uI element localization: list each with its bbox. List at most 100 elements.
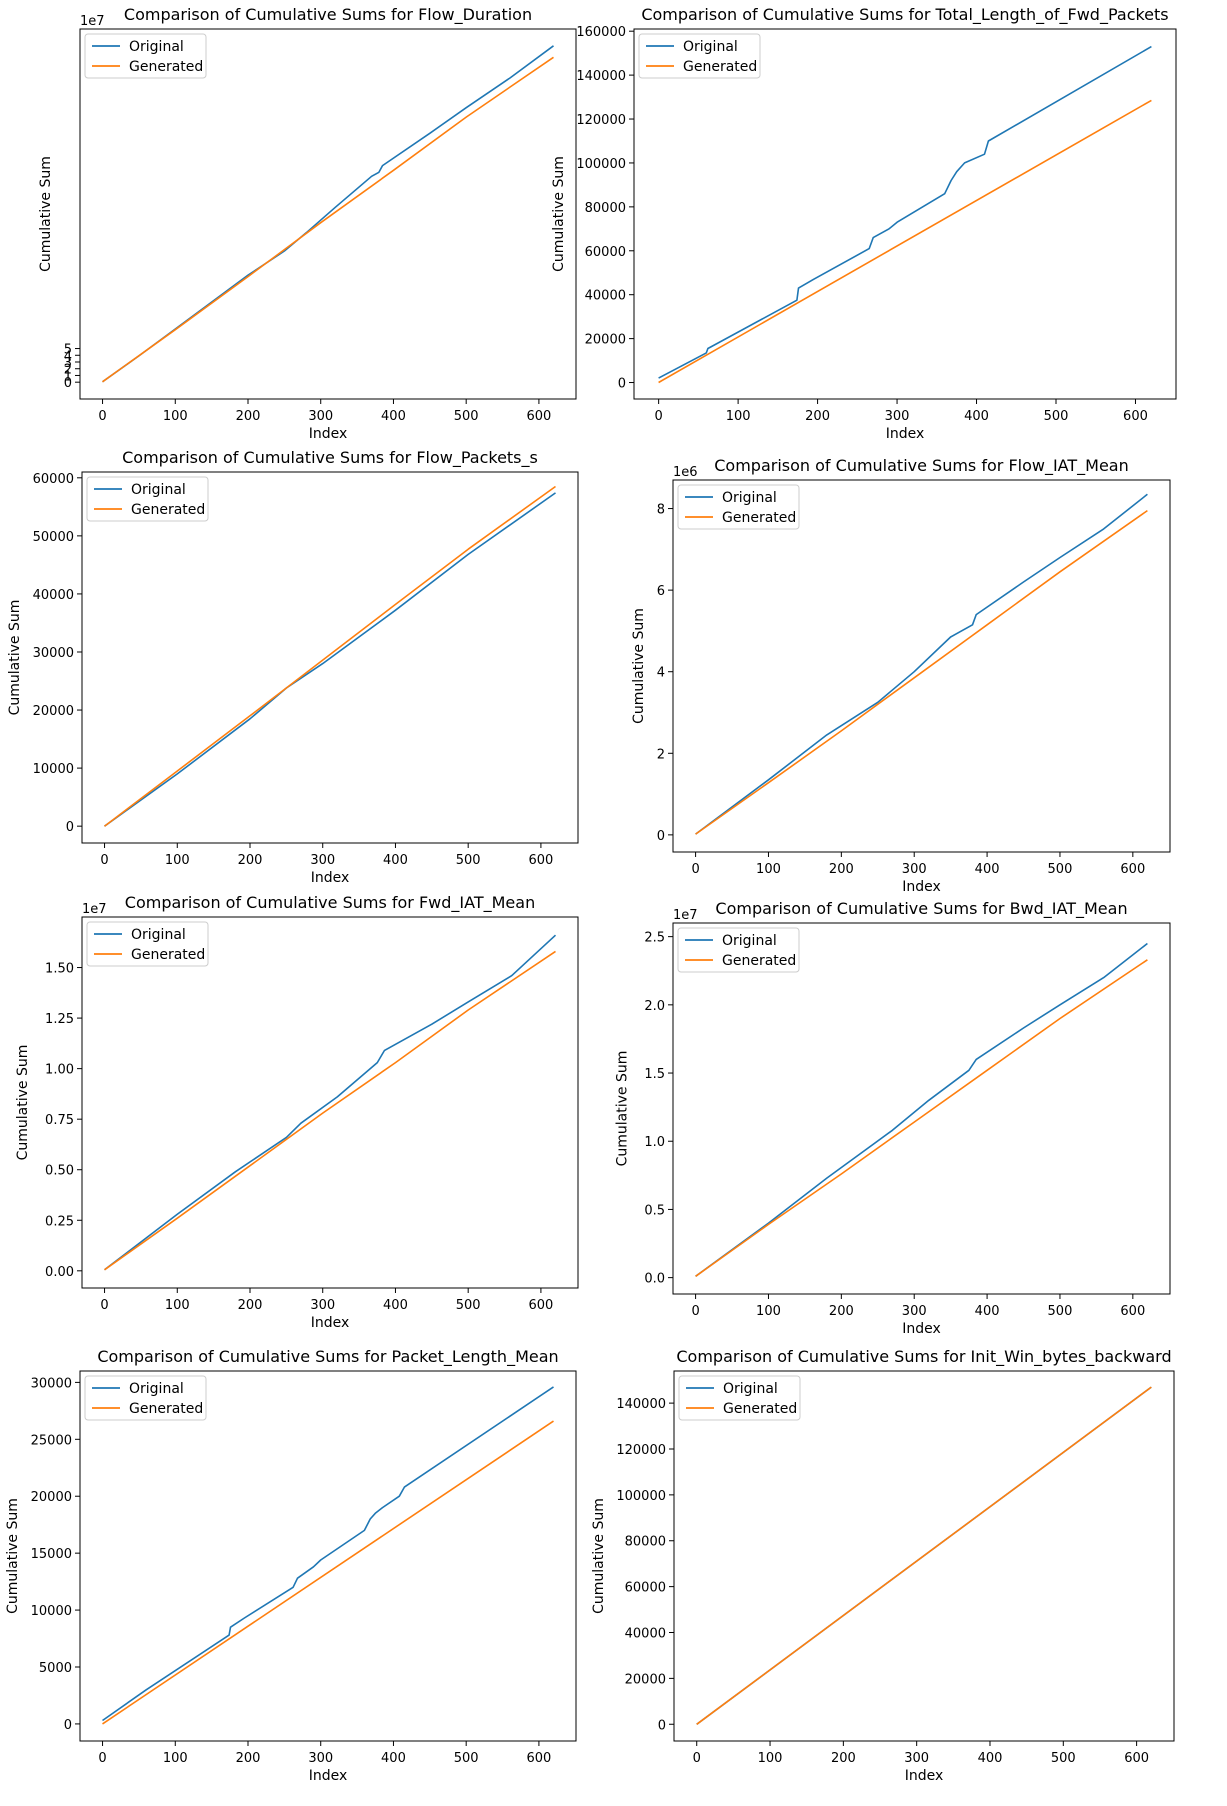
legend-box xyxy=(84,33,207,79)
y-tick-label: 2.0 xyxy=(644,999,665,1014)
x-tick-label: 600 xyxy=(1120,862,1145,877)
x-tick-label: 600 xyxy=(528,853,553,868)
x-tick-label: 400 xyxy=(383,853,408,868)
x-tick-label: 600 xyxy=(1123,409,1148,424)
x-tick-label: 200 xyxy=(236,1751,261,1766)
chart-title: Comparison of Cumulative Sums for Flow_D… xyxy=(124,5,532,25)
y-tick-label: 1.5 xyxy=(644,1067,665,1082)
y-tick-label: 0 xyxy=(657,829,665,844)
x-tick-label: 200 xyxy=(236,409,261,424)
series-line-original xyxy=(102,1386,554,1722)
y-tick-label: 0 xyxy=(618,377,626,392)
y-tick-label: 0.00 xyxy=(45,1265,74,1280)
series-line-original xyxy=(695,942,1148,1277)
x-tick-label: 300 xyxy=(310,853,335,868)
x-tick-label: 600 xyxy=(526,1751,551,1766)
chart-7: Comparison of Cumulative Sums for Packet… xyxy=(5,1347,577,1784)
y-tick-label: 5000 xyxy=(39,1661,72,1676)
legend-label-original: Original xyxy=(683,39,738,55)
y-tick-label: 1 xyxy=(64,369,72,384)
y-tick-label: 50000 xyxy=(33,530,74,545)
x-tick-label: 100 xyxy=(726,409,751,424)
y-tick-label: 2 xyxy=(64,363,72,378)
legend: Original Generated xyxy=(84,33,207,79)
x-tick-label: 100 xyxy=(756,862,781,877)
plot-frame xyxy=(672,922,1171,1295)
legend-label-generated: Generated xyxy=(723,1401,797,1417)
y-tick-label: 40000 xyxy=(585,289,626,304)
legend: Original Generated xyxy=(638,33,761,79)
x-tick-label: 500 xyxy=(454,409,479,424)
series-line-original xyxy=(695,493,1148,835)
x-tick-label: 400 xyxy=(975,862,1000,877)
y-tick-label: 20000 xyxy=(585,333,626,348)
y-axis-label: Cumulative Sum xyxy=(591,1498,607,1614)
y-tick-label: 160000 xyxy=(576,25,626,40)
y-tick-label: 80000 xyxy=(585,201,626,216)
y-tick-label: 100000 xyxy=(576,157,626,172)
legend: Original Generated xyxy=(677,927,800,973)
legend-label-generated: Generated xyxy=(129,1401,203,1417)
chart-title: Comparison of Cumulative Sums for Fwd_IA… xyxy=(125,893,535,913)
x-tick-label: 200 xyxy=(831,1751,856,1766)
y-tick-label: 60000 xyxy=(33,472,74,487)
legend-label-generated: Generated xyxy=(129,59,203,75)
series-line-original xyxy=(102,45,554,383)
y-tick-label: 4 xyxy=(657,666,665,681)
chart-title: Comparison of Cumulative Sums for Total_… xyxy=(641,5,1168,25)
y-tick-label: 120000 xyxy=(616,1443,666,1458)
x-tick-label: 400 xyxy=(381,409,406,424)
plot-frame xyxy=(81,471,579,844)
x-tick-label: 500 xyxy=(456,1298,481,1313)
y-tick-label: 20000 xyxy=(625,1672,666,1687)
x-tick-label: 0 xyxy=(100,853,108,868)
y-tick-label: 2 xyxy=(657,747,665,762)
x-tick-label: 400 xyxy=(975,1304,1000,1319)
x-tick-label: 200 xyxy=(238,853,263,868)
y-tick-label: 15000 xyxy=(31,1547,72,1562)
x-axis-label: Index xyxy=(886,426,925,442)
y-tick-label: 20000 xyxy=(31,1490,72,1505)
x-tick-label: 600 xyxy=(1124,1751,1149,1766)
x-tick-label: 500 xyxy=(1051,1751,1076,1766)
plot-frame xyxy=(672,479,1171,853)
legend-label-generated: Generated xyxy=(722,510,796,526)
x-tick-label: 200 xyxy=(829,862,854,877)
y-tick-label: 60000 xyxy=(585,245,626,260)
x-tick-label: 500 xyxy=(454,1751,479,1766)
chart-2: Comparison of Cumulative Sums for Total_… xyxy=(551,5,1177,442)
y-tick-label: 120000 xyxy=(576,113,626,128)
x-tick-label: 0 xyxy=(98,409,106,424)
x-tick-label: 200 xyxy=(238,1298,263,1313)
x-tick-label: 0 xyxy=(691,1304,699,1319)
legend-label-generated: Generated xyxy=(131,502,205,518)
series-line-generated xyxy=(102,1420,554,1725)
x-tick-label: 300 xyxy=(904,1751,929,1766)
axis-offset-label: 1e7 xyxy=(673,908,698,923)
y-tick-label: 0.50 xyxy=(45,1164,74,1179)
legend-label-generated: Generated xyxy=(683,59,757,75)
y-tick-label: 60000 xyxy=(625,1581,666,1596)
axis-offset-label: 1e7 xyxy=(80,14,105,29)
legend-label-original: Original xyxy=(723,1381,778,1397)
legend-label-generated: Generated xyxy=(722,953,796,969)
x-tick-label: 0 xyxy=(100,1298,108,1313)
series-line-generated xyxy=(104,485,556,827)
y-axis-label: Cumulative Sum xyxy=(5,1498,21,1614)
series-line-generated xyxy=(102,56,554,383)
y-tick-label: 6 xyxy=(657,584,665,599)
x-tick-label: 300 xyxy=(902,1304,927,1319)
legend-label-original: Original xyxy=(129,39,184,55)
chart-title: Comparison of Cumulative Sums for Init_W… xyxy=(676,1347,1171,1367)
y-tick-label: 0 xyxy=(64,376,72,391)
x-tick-label: 0 xyxy=(691,862,699,877)
chart-3: Comparison of Cumulative Sums for Flow_P… xyxy=(7,448,579,886)
axis-offset-label: 1e6 xyxy=(673,465,698,480)
x-tick-label: 300 xyxy=(308,1751,333,1766)
x-tick-label: 0 xyxy=(654,409,662,424)
legend-label-original: Original xyxy=(131,927,186,943)
legend-box xyxy=(84,1375,207,1421)
plot-frame xyxy=(81,916,579,1289)
x-axis-label: Index xyxy=(905,1768,944,1784)
x-axis-label: Index xyxy=(309,1768,348,1784)
